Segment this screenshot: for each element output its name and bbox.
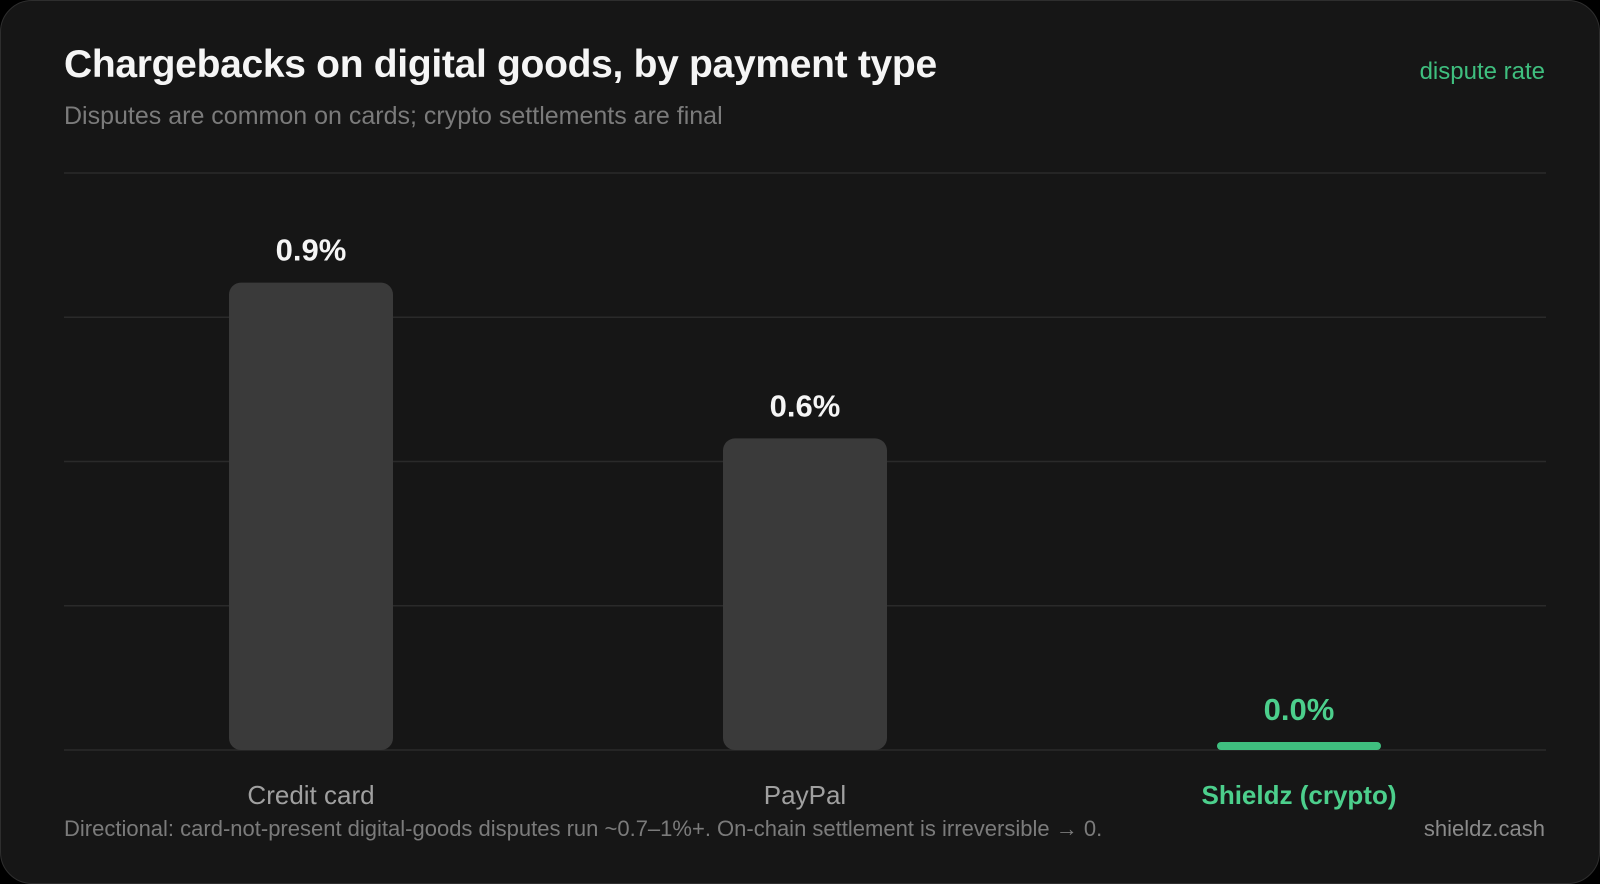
bar-credit-card: [229, 282, 393, 750]
category-label: Shieldz (crypto): [1201, 780, 1396, 810]
bar-value-label: 0.0%: [1264, 692, 1335, 727]
footnote: Directional: card-not-present digital-go…: [64, 816, 1103, 841]
source-label: shieldz.cash: [1423, 816, 1545, 841]
category-label: PayPal: [764, 780, 846, 810]
bar-value-label: 0.9%: [276, 233, 347, 268]
bar-shieldz-crypto: [1217, 742, 1381, 750]
bar-value-label: 0.6%: [770, 388, 841, 423]
chart-title: Chargebacks on digital goods, by payment…: [64, 43, 937, 86]
category-label: Credit card: [247, 780, 374, 810]
legend-label: dispute rate: [1419, 58, 1545, 85]
bar-paypal: [723, 438, 887, 750]
chart-subtitle: Disputes are common on cards; crypto set…: [64, 102, 723, 130]
